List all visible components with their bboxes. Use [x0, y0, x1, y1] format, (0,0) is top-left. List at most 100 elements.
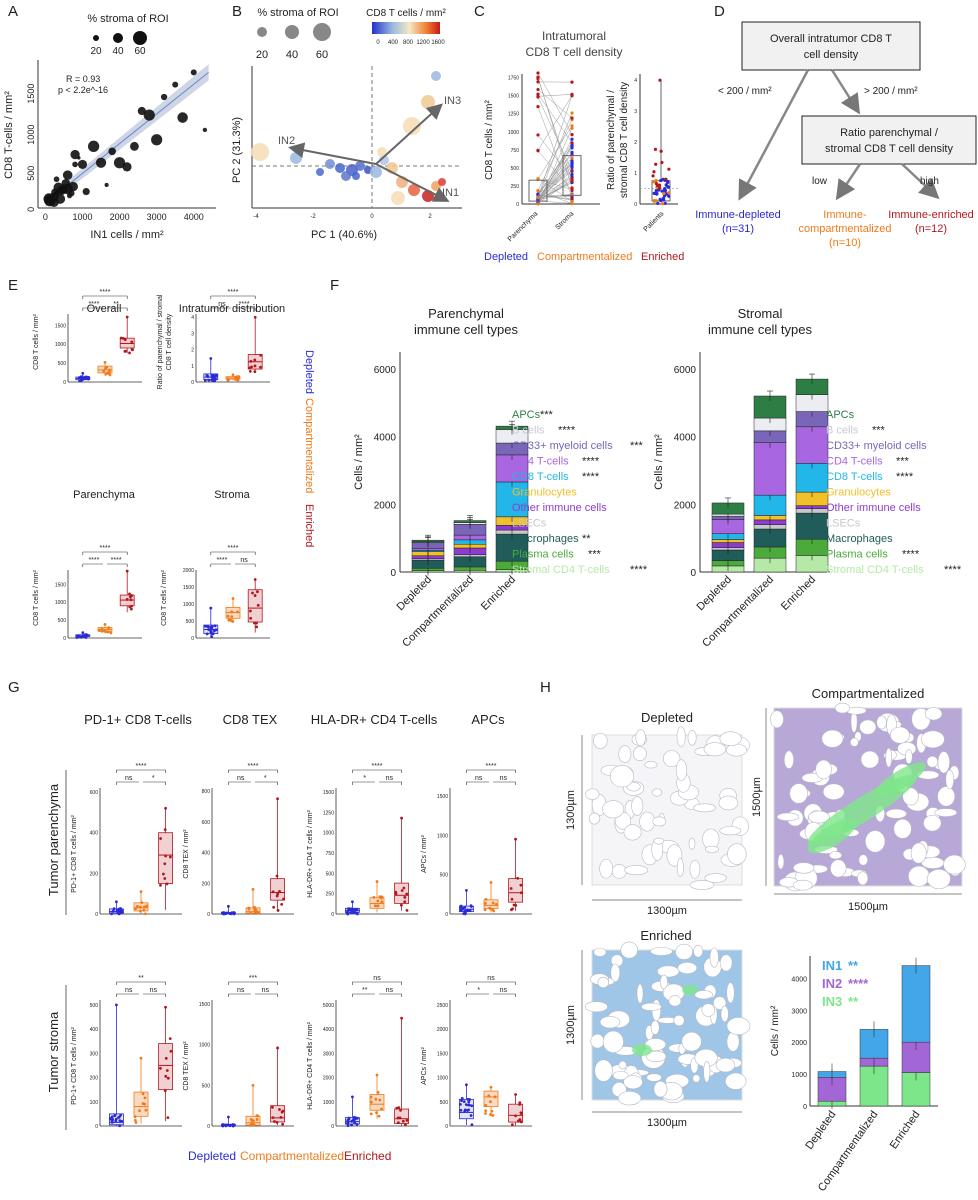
h-enriched-lumen — [612, 1070, 629, 1081]
g-plot-parenchyma-3-point — [516, 876, 520, 880]
f-stromal-legend-sig: **** — [944, 564, 962, 576]
g-plot-parenchyma-0-point — [140, 901, 144, 904]
g-plot-stroma-2-point — [351, 1095, 354, 1099]
c-pair-line — [537, 89, 573, 119]
h-comp-lumen — [865, 830, 886, 853]
c-ratio-point — [660, 189, 664, 193]
d-leaf-comp-n: (n=10) — [829, 237, 861, 249]
h-comp-lumen — [926, 755, 939, 768]
b-colorbar-tick: 1600 — [431, 40, 445, 46]
e-stroma-point — [251, 591, 254, 595]
c-pair-line — [537, 190, 573, 204]
h-depleted-lumen — [618, 745, 632, 763]
g-plot-parenchyma-0-ytick: 0 — [95, 912, 98, 918]
e-parenchyma-point — [106, 630, 110, 634]
g-plot-parenchyma-3-point — [483, 908, 487, 912]
g-plot-parenchyma-1-point — [253, 910, 257, 914]
b-point — [379, 155, 389, 165]
g-plot-parenchyma-0-point — [112, 907, 116, 911]
g-plot-stroma-2-ytick: 2000 — [323, 1076, 334, 1082]
g-plot-parenchyma-2-point — [403, 895, 407, 899]
e-parenchyma-point — [107, 626, 111, 630]
b-point — [421, 95, 435, 109]
f-parenchymal-ytick: 4000 — [374, 433, 397, 444]
g-plot-parenchyma-3-point — [467, 908, 471, 912]
g-plot-stroma-3-point — [493, 1095, 497, 1099]
g-plot-parenchyma-3-point — [510, 897, 514, 901]
h-enriched-lumen — [703, 1061, 711, 1083]
g-plot-stroma-0-point — [134, 1121, 138, 1124]
g-plot-stroma-1-point — [251, 1083, 255, 1087]
g-plot-parenchyma-1-point — [276, 892, 280, 896]
c-ratio-xcat: Patients — [643, 210, 666, 233]
c-ratio-point — [658, 78, 662, 82]
c-ratio-point — [651, 174, 655, 178]
e-distribution-sig-top: **** — [228, 289, 239, 296]
g-plot-parenchyma-0-point — [111, 909, 115, 913]
c-ratio-point — [654, 188, 658, 193]
b-point — [403, 117, 421, 135]
c-ytick: 250 — [511, 184, 520, 190]
h-enriched-lumen — [641, 1002, 662, 1011]
e-stroma-point — [210, 627, 214, 631]
h-enriched-lumen — [692, 1074, 701, 1083]
c-title-line1: Intratumoral — [542, 29, 606, 43]
c-ratio-point — [654, 178, 658, 183]
g-plot-parenchyma-2-ytick: 250 — [326, 892, 335, 898]
h-depleted-scale-label: 1300µm — [647, 905, 687, 917]
h-enriched-lumen — [620, 941, 638, 959]
d-box-overall — [741, 21, 921, 71]
e-stroma-sig-right: ns — [240, 557, 248, 564]
g-plot-stroma-0-ytick: 300 — [90, 1051, 99, 1057]
e-overall-ylabel: CD8 T cells / mm² — [33, 313, 40, 369]
h-legend-in1: IN1 — [822, 958, 842, 973]
h-comp-lumen — [850, 737, 859, 747]
f-stromal-legend-plasma: Plasma cells — [826, 549, 888, 561]
e-distribution-ytick: 0 — [191, 380, 194, 386]
c-box — [528, 179, 548, 202]
e-legend-depleted: Depleted — [303, 350, 315, 394]
e-stroma-point — [210, 632, 214, 636]
h-enriched-in3-region — [682, 985, 698, 995]
e-parenchyma-point — [129, 598, 133, 602]
e-overall-point — [108, 373, 112, 377]
g-plot-stroma-3-point — [467, 1100, 471, 1104]
c-ratio-ylabel-line2: stromal CD8 T cell density — [619, 82, 630, 198]
e-distribution-point — [203, 378, 207, 382]
g-plot-parenchyma-3-ylabel: APCs / mm² — [421, 834, 428, 872]
g-plot-parenchyma-2-point — [376, 899, 380, 903]
a-point — [130, 141, 139, 151]
f-parenchymal-ylabel: Cells / mm² — [353, 434, 365, 490]
f-parenchymal-xcat: Depleted — [394, 574, 434, 614]
f-parenchymal-title-line2: immune cell types — [414, 322, 519, 337]
c-point — [536, 104, 540, 109]
g-plot-stroma-2-point — [369, 1112, 373, 1116]
c-point — [570, 141, 574, 145]
c-pair-line — [537, 95, 573, 151]
a-point — [104, 182, 109, 188]
c-point — [536, 202, 540, 206]
e-distribution-point — [207, 378, 211, 382]
b-arrow-label-in3: IN3 — [444, 95, 461, 107]
h-depleted-lumen — [719, 826, 742, 836]
g-plot-stroma-0-point — [133, 1118, 137, 1122]
g-plot-parenchyma-0-point — [115, 908, 119, 912]
c-point — [570, 199, 574, 204]
c-ratio-point — [659, 178, 663, 183]
g-plot-parenchyma-1-ytick: 0 — [207, 912, 210, 918]
g-plot-parenchyma-1-point — [276, 797, 279, 801]
h-depleted-lumen — [651, 788, 663, 797]
d-box1-line2: cell density — [804, 49, 859, 61]
c-ratio-point — [661, 177, 665, 181]
g-plot-stroma-3-point — [470, 1123, 474, 1127]
b-point — [325, 159, 335, 169]
c-pair-line — [537, 150, 573, 191]
f-parenchymal-segment-cd8 — [495, 481, 529, 518]
g-plot-stroma-1-sig-left: ns — [237, 987, 245, 994]
c-ratio-point — [658, 186, 662, 190]
f-parenchymal-title-line1: Parenchymal — [428, 306, 504, 321]
e-legend-enriched: Enriched — [303, 504, 315, 547]
g-plot-stroma-1-point — [255, 1118, 259, 1121]
h-enriched-lumen — [677, 962, 698, 974]
d-arrow — [738, 69, 810, 201]
